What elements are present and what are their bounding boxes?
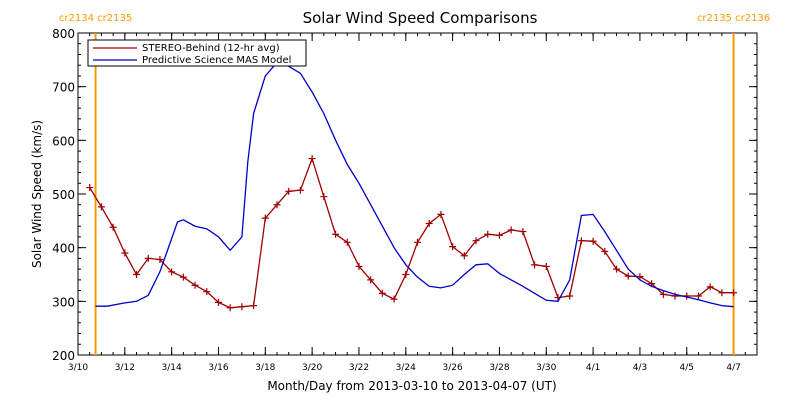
- x-tick-label: 3/12: [115, 363, 135, 373]
- y-axis-label: Solar Wind Speed (km/s): [30, 120, 44, 268]
- data-point-marker: [730, 289, 738, 297]
- data-point-marker: [414, 238, 421, 246]
- x-tick-label: 3/30: [536, 363, 556, 373]
- data-point-marker: [542, 262, 550, 270]
- data-point-marker: [343, 238, 351, 246]
- data-point-marker: [601, 247, 609, 255]
- data-point-marker: [355, 262, 363, 270]
- x-tick-label: 3/18: [255, 363, 275, 373]
- x-tick-label: 3/14: [162, 363, 182, 373]
- data-point-marker: [238, 303, 246, 311]
- data-point-marker: [507, 226, 515, 234]
- y-tick-label: 700: [52, 81, 75, 95]
- legend-label-model: Predictive Science MAS Model: [142, 55, 291, 66]
- data-point-marker: [718, 289, 726, 297]
- y-tick-label: 600: [52, 134, 75, 148]
- legend-label-stereo: STEREO-Behind (12-hr avg): [142, 43, 280, 54]
- data-point-marker: [191, 281, 199, 289]
- data-point-marker: [97, 203, 105, 211]
- data-point-marker: [437, 210, 445, 218]
- data-point-marker: [484, 230, 492, 238]
- data-point-marker: [694, 292, 702, 300]
- data-point-marker: [332, 230, 340, 238]
- data-point-marker: [285, 187, 293, 195]
- data-point-marker: [320, 193, 328, 201]
- data-point-marker: [250, 302, 258, 310]
- x-tick-label: 3/26: [443, 363, 463, 373]
- data-point-marker: [624, 272, 632, 280]
- data-point-marker: [109, 223, 117, 231]
- data-point-marker: [495, 231, 503, 239]
- chart-title: Solar Wind Speed Comparisons: [303, 9, 538, 27]
- data-point-marker: [577, 237, 585, 245]
- x-tick-label: 3/24: [396, 363, 416, 373]
- x-tick-labels: 3/10 3/12 3/14 3/16 3/18 3/20 3/22 3/24 3/26 3/28…: [68, 363, 741, 373]
- data-point-marker: [531, 261, 539, 269]
- data-point-marker: [566, 292, 574, 300]
- series-line-1: [95, 61, 734, 308]
- data-point-marker: [519, 228, 527, 236]
- y-tick-labels: 200 300 400 500 600 700 800: [52, 27, 75, 363]
- x-tick-label: 4/1: [586, 363, 600, 373]
- data-point-marker: [706, 283, 714, 291]
- data-point-marker: [378, 289, 386, 297]
- y-tick-label: 300: [52, 295, 75, 309]
- plot-frame: [77, 32, 758, 356]
- data-point-marker: [121, 249, 129, 257]
- x-tick-label: 4/7: [726, 363, 740, 373]
- axis-ticks: [77, 32, 758, 356]
- data-point-marker: [613, 265, 621, 273]
- data-point-marker: [226, 304, 234, 312]
- data-point-marker: [168, 268, 176, 276]
- x-tick-label: 4/5: [680, 363, 694, 373]
- data-point-marker: [179, 273, 187, 281]
- data-point-marker: [203, 288, 211, 296]
- data-point-marker: [367, 276, 375, 284]
- carrington-label: cr2135 cr2136: [697, 13, 770, 24]
- data-point-marker: [449, 243, 457, 251]
- y-tick-label: 500: [52, 188, 75, 202]
- data-point-marker: [589, 237, 597, 245]
- data-point-marker: [133, 271, 141, 278]
- x-tick-label: 3/16: [208, 363, 228, 373]
- data-point-marker: [460, 252, 468, 260]
- data-point-marker: [390, 295, 398, 303]
- data-point-marker: [296, 186, 304, 194]
- carrington-markers: [94, 33, 735, 355]
- x-tick-label: 4/3: [633, 363, 647, 373]
- data-point-marker: [86, 184, 94, 192]
- data-point-marker: [636, 273, 644, 281]
- legend-box: [87, 39, 307, 67]
- data-point-marker: [261, 214, 269, 222]
- data-point-marker: [308, 155, 316, 163]
- data-point-marker: [472, 237, 480, 245]
- y-tick-label: 800: [52, 27, 75, 41]
- data-point-marker: [659, 290, 667, 298]
- legend: STEREO-Behind (12-hr avg) Predictive Sci…: [87, 39, 307, 67]
- data-point-marker: [402, 271, 410, 278]
- data-point-marker: [425, 220, 433, 228]
- y-tick-label: 400: [52, 242, 75, 256]
- x-tick-label: 3/10: [68, 363, 88, 373]
- series-group: [86, 61, 738, 312]
- data-point-marker: [144, 254, 152, 262]
- x-axis-label: Month/Day from 2013-03-10 to 2013-04-07 …: [267, 379, 556, 393]
- data-point-marker: [273, 201, 281, 209]
- x-tick-label: 3/20: [302, 363, 322, 373]
- data-point-marker: [671, 292, 679, 300]
- x-tick-label: 3/22: [349, 363, 369, 373]
- series-line-0: [89, 156, 734, 309]
- data-point-marker: [214, 298, 222, 306]
- x-tick-label: 3/28: [489, 363, 509, 373]
- data-point-marker: [156, 255, 164, 263]
- carrington-label: cr2134 cr2135: [59, 13, 132, 24]
- carrington-rotation-labels: cr2134 cr2135 cr2135 cr2136: [59, 13, 770, 24]
- y-tick-label: 200: [52, 349, 75, 363]
